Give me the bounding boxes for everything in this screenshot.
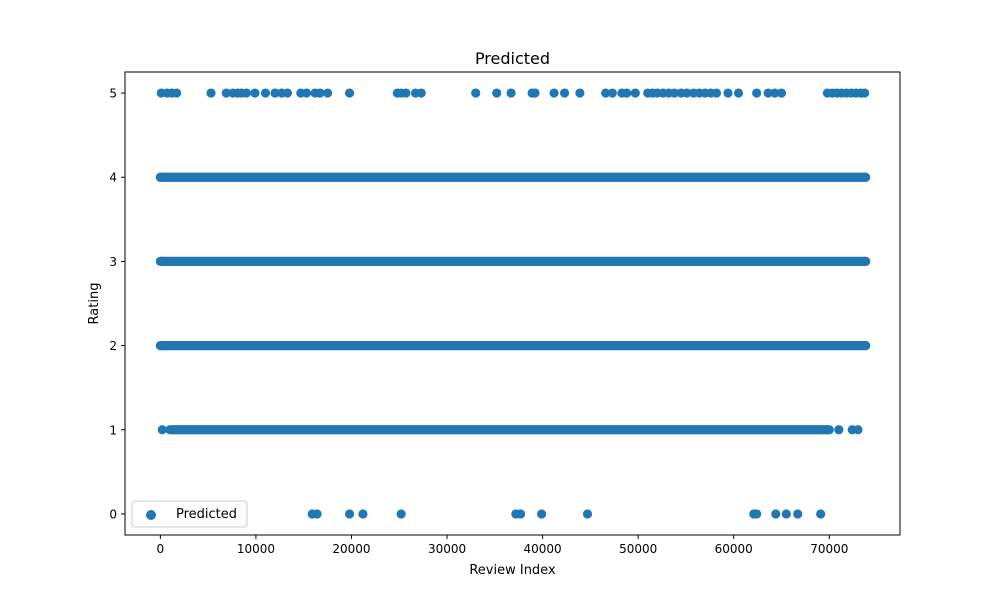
data-point [530,88,540,98]
legend-label: Predicted [176,507,237,522]
x-tick-label: 10000 [237,542,275,556]
data-point [270,88,280,98]
data-point [781,509,791,519]
data-point [770,88,780,98]
data-point [471,88,481,98]
data-point [682,88,692,98]
chart-title: Predicted [475,49,550,68]
data-point [206,88,216,98]
data-point [155,172,165,182]
data-point [172,88,182,98]
data-point [344,509,355,519]
x-tick-label: 40000 [524,542,562,556]
legend-marker [146,510,156,520]
data-point [669,88,680,98]
x-tick-label: 0 [157,542,165,556]
data-point [711,88,722,98]
y-axis-ticks: 0 1 2 3 4 5 [109,87,125,521]
legend: Predicted [131,500,248,528]
data-point [776,88,787,98]
x-tick-label: 70000 [810,542,848,556]
data-point [157,425,167,435]
data-point [723,88,733,98]
y-tick-label: 1 [109,423,117,437]
data-point [622,88,632,98]
data-point [601,88,611,98]
data-point [322,88,333,98]
y-tick-label: 4 [109,171,117,185]
dense-band-rating-2 [155,340,871,351]
data-point [301,88,312,98]
x-axis-label: Review Index [469,563,556,578]
data-point [506,88,516,98]
data-point [860,340,871,351]
x-tick-label: 50000 [619,542,657,556]
y-axis-label: Rating [87,283,102,325]
data-point [549,88,559,98]
data-point [158,340,168,351]
data-point [860,88,870,98]
y-tick-label: 0 [109,507,117,521]
data-point [401,88,411,98]
data-point [492,88,502,98]
x-tick-label: 60000 [715,542,753,556]
data-point [853,425,863,435]
data-point [416,88,426,98]
data-point [250,88,260,98]
x-tick-label: 30000 [428,542,466,556]
data-point [165,425,175,435]
x-tick-label: 20000 [332,542,370,556]
data-point [260,88,271,98]
dense-band-rating-3 [155,256,871,267]
data-point [607,88,617,98]
y-tick-label: 3 [109,255,117,269]
points-layer [155,88,871,519]
data-point [312,509,322,519]
data-point [516,509,526,519]
data-point [396,509,406,519]
dense-band-rating-4 [155,172,871,182]
data-point [630,88,640,98]
data-point [752,509,762,519]
data-point [816,509,826,519]
data-point [559,88,570,98]
dense-band-rating-1 [167,425,834,435]
data-point [537,509,547,519]
data-point [771,509,781,519]
data-point [282,88,293,98]
data-point [358,509,368,519]
data-point [344,88,355,98]
data-point [834,425,844,435]
data-point [241,88,251,98]
data-point [860,256,871,267]
data-point [315,88,325,98]
plot-frame [124,71,901,536]
legend-box [131,500,248,528]
data-point [575,88,585,98]
data-point [763,88,773,98]
x-axis-ticks: 0 10000 20000 30000 40000 50000 60000 70000 [157,535,848,556]
y-tick-label: 2 [109,339,117,353]
data-point [733,88,744,98]
data-point [582,509,593,519]
data-point [158,256,168,267]
data-point [793,509,803,519]
y-tick-label: 5 [109,87,117,101]
data-point [221,88,231,98]
plot-area [125,72,900,535]
data-point [752,88,762,98]
data-point [860,172,871,182]
